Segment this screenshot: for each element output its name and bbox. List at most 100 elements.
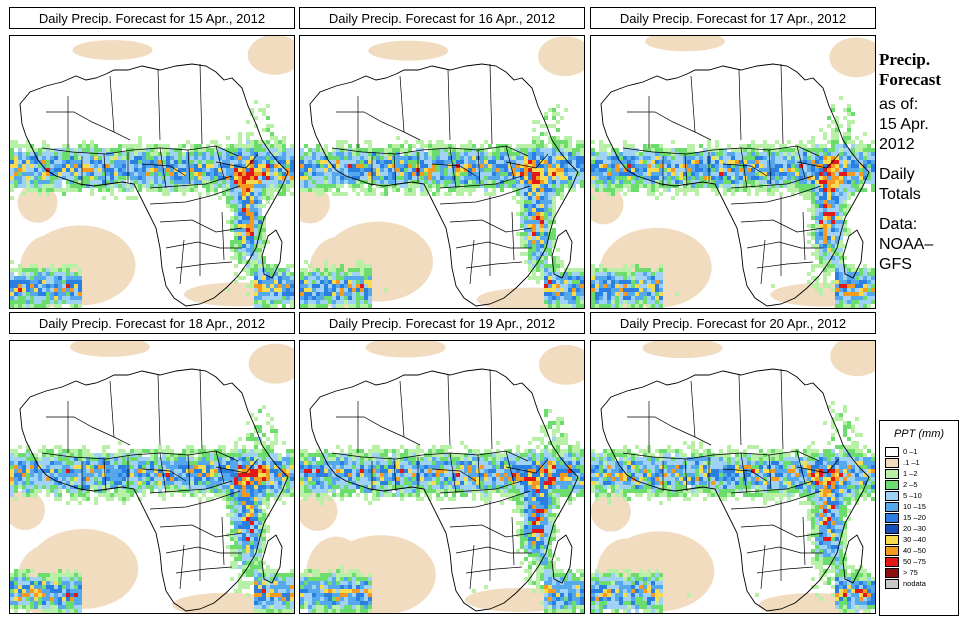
africa-coastline: [309, 368, 579, 612]
country-border: [221, 516, 225, 566]
legend-item: nodata: [885, 578, 958, 589]
legend-swatch: [885, 578, 899, 589]
country-border: [511, 211, 515, 261]
country-border: [730, 490, 822, 510]
legend-item: 30 –40: [885, 534, 958, 545]
legend-item: 2 –5: [885, 479, 958, 490]
country-border: [746, 546, 823, 554]
sidebar-heading-line1: Precip.: [879, 50, 931, 69]
legend-item: 10 –15: [885, 501, 958, 512]
ppt-legend: PPT (mm) 0 –1 .1 –1 1 –2 2 –5 5 –10 10 –15 15 …: [879, 420, 959, 616]
africa-coastline: [600, 368, 870, 612]
forecast-panel-6: Daily Precip. Forecast for 20 Apr., 2012: [590, 312, 878, 614]
dry-area: [368, 40, 449, 61]
country-border: [199, 63, 203, 145]
panel-title: Daily Precip. Forecast for 15 Apr., 2012: [9, 7, 295, 29]
africa-coastline: [600, 63, 870, 307]
legend-swatch: [885, 501, 899, 512]
country-border: [796, 450, 806, 484]
country-border: [149, 480, 233, 494]
legend-swatch: [885, 457, 899, 468]
legend-swatch: [885, 545, 899, 556]
country-border: [740, 452, 748, 494]
country-border: [393, 458, 397, 492]
country-border: [187, 149, 191, 185]
country-border: [690, 75, 696, 133]
country-border: [149, 175, 233, 189]
legend-swatch: [885, 468, 899, 479]
precip-cells: [300, 104, 584, 308]
country-border: [796, 153, 840, 169]
precip-map: [590, 35, 876, 309]
country-border: [149, 490, 241, 510]
panel-title: Daily Precip. Forecast for 18 Apr., 2012: [9, 312, 295, 334]
forecast-panel-4: Daily Precip. Forecast for 18 Apr., 2012: [9, 312, 297, 614]
madagascar-outline: [842, 534, 864, 584]
country-border: [447, 69, 451, 141]
country-border: [449, 524, 533, 538]
legend-label: > 75: [903, 568, 918, 577]
legend-item: .1 –1: [885, 457, 958, 468]
legend-label: 2 –5: [903, 480, 918, 489]
legend-title: PPT (mm): [893, 428, 945, 440]
country-border: [141, 468, 187, 482]
country-border: [46, 111, 131, 141]
precip-map: [590, 340, 876, 614]
country-border: [722, 163, 768, 177]
country-border: [465, 566, 523, 574]
country-border: [505, 153, 549, 169]
country-border: [175, 566, 233, 574]
country-border: [149, 185, 241, 205]
source-line2: NOAA–: [879, 236, 934, 253]
panel-title: Daily Precip. Forecast for 20 Apr., 2012: [590, 312, 876, 334]
country-border: [477, 149, 481, 185]
country-border: [215, 458, 259, 474]
legend-label: 30 –40: [903, 535, 926, 544]
type-line2: Totals: [879, 186, 921, 203]
country-border: [165, 546, 242, 554]
precip-cells: [10, 100, 294, 308]
country-border: [179, 239, 185, 285]
country-border: [627, 416, 712, 446]
precip-cells: [591, 96, 875, 308]
country-border: [447, 374, 451, 446]
country-border: [730, 175, 814, 189]
precip-cells: [300, 409, 584, 613]
africa-coastline: [19, 63, 289, 307]
legend-item: 15 –20: [885, 512, 958, 523]
country-border: [165, 241, 242, 249]
country-border: [730, 480, 814, 494]
legend-item: 20 –30: [885, 523, 958, 534]
dry-area: [591, 184, 624, 225]
legend-swatch: [885, 512, 899, 523]
legend-label: 1 –2: [903, 469, 918, 478]
country-border: [756, 261, 814, 269]
legend-label: 5 –10: [903, 491, 922, 500]
country-border: [489, 63, 493, 145]
country-border: [768, 454, 772, 490]
country-border: [199, 368, 203, 450]
country-border: [331, 145, 529, 157]
country-border: [41, 145, 239, 157]
country-border: [505, 450, 515, 484]
madagascar-outline: [551, 229, 573, 279]
legend-item: 0 –1: [885, 446, 958, 457]
dry-area: [829, 37, 875, 78]
asof-date: 15 Apr.: [879, 116, 929, 133]
legend-item: 50 –75: [885, 556, 958, 567]
country-border: [439, 480, 523, 494]
country-border: [179, 544, 185, 590]
type-line1: Daily: [879, 166, 915, 183]
country-border: [46, 416, 131, 446]
country-border: [738, 374, 742, 446]
country-border: [157, 69, 161, 141]
africa-coastline: [309, 63, 579, 307]
source-line1: Data:: [879, 216, 918, 233]
dry-area: [365, 341, 446, 358]
country-border: [796, 145, 806, 179]
country-border: [399, 380, 405, 438]
dry-area: [538, 344, 584, 385]
legend-swatch: [885, 479, 899, 490]
country-border: [109, 75, 115, 133]
africa-coastline: [19, 368, 289, 612]
